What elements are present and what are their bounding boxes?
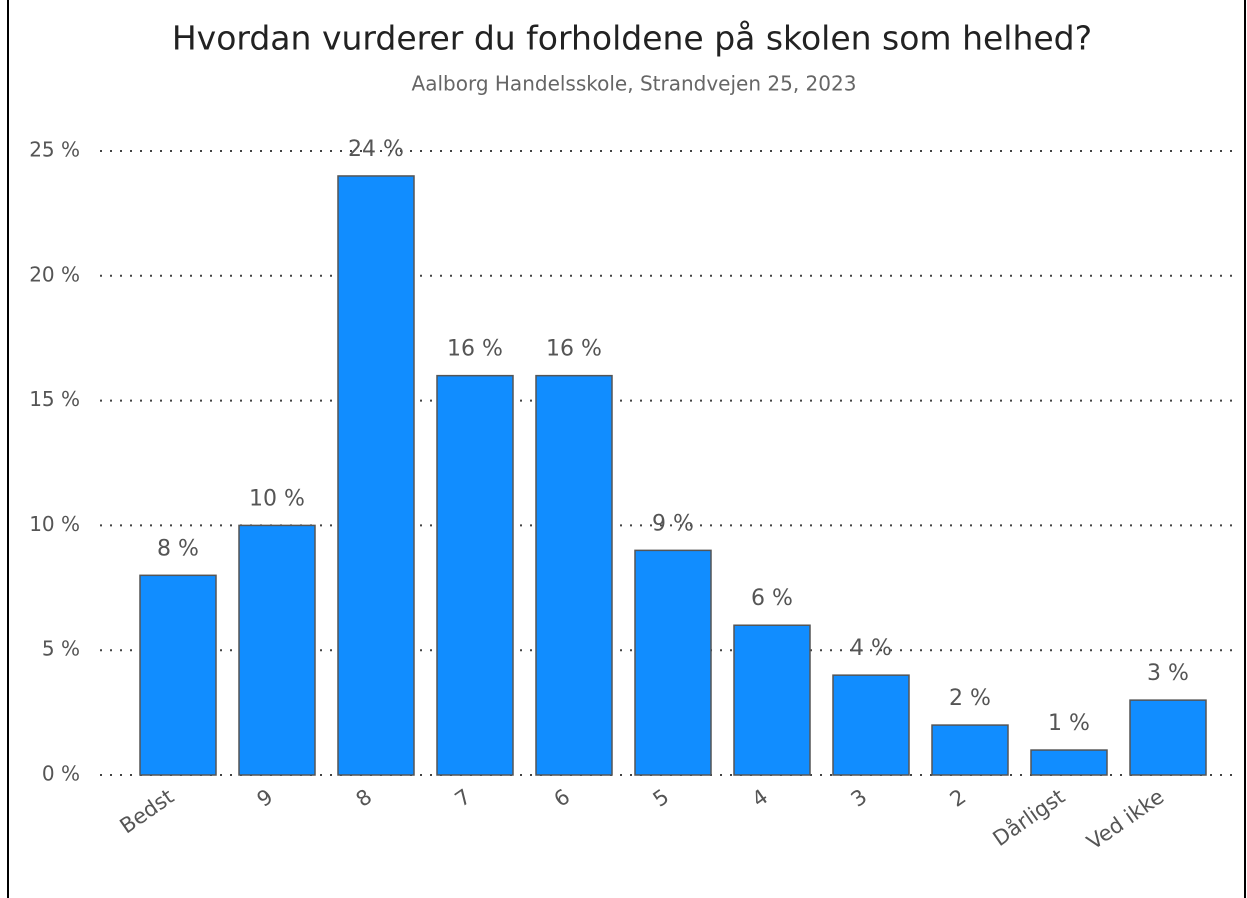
bar bbox=[535, 374, 613, 776]
y-tick-label: 10 % bbox=[29, 512, 80, 536]
value-label: 9 % bbox=[652, 511, 694, 536]
value-label: 1 % bbox=[1048, 711, 1090, 736]
value-label: 2 % bbox=[949, 686, 991, 711]
value-label: 16 % bbox=[447, 337, 503, 362]
value-label: 24 % bbox=[348, 137, 404, 162]
y-tick-label: 15 % bbox=[29, 387, 80, 411]
value-label: 3 % bbox=[1147, 661, 1189, 686]
bar bbox=[238, 524, 316, 776]
y-tick-label: 25 % bbox=[29, 138, 80, 162]
bar bbox=[634, 549, 712, 776]
y-tick-label: 0 % bbox=[42, 762, 80, 786]
value-label: 16 % bbox=[546, 337, 602, 362]
chart-subtitle: Aalborg Handelsskole, Strandvejen 25, 20… bbox=[412, 72, 857, 96]
bar bbox=[1030, 749, 1108, 776]
chart-title: Hvordan vurderer du forholdene på skolen… bbox=[172, 19, 1092, 58]
bar bbox=[139, 574, 217, 776]
value-label: 10 % bbox=[249, 486, 305, 511]
y-tick-label: 20 % bbox=[29, 262, 80, 286]
bar bbox=[832, 674, 910, 776]
y-tick-label: 5 % bbox=[42, 637, 80, 661]
value-label: 6 % bbox=[751, 586, 793, 611]
bar bbox=[436, 374, 514, 776]
bar bbox=[1129, 699, 1207, 776]
bar bbox=[337, 175, 415, 776]
value-label: 8 % bbox=[157, 536, 199, 561]
bar bbox=[733, 624, 811, 776]
bar bbox=[931, 724, 1009, 776]
value-label: 4 % bbox=[850, 636, 892, 661]
